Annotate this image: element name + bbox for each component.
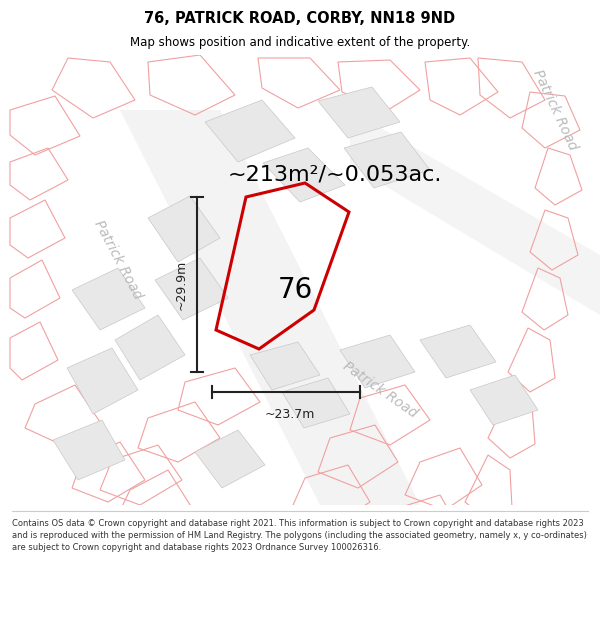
Polygon shape [250,342,320,390]
Polygon shape [195,430,265,488]
Polygon shape [148,196,220,262]
Polygon shape [340,335,415,388]
Polygon shape [72,268,145,330]
Polygon shape [155,258,228,320]
Polygon shape [344,132,430,188]
Text: 76, PATRICK ROAD, CORBY, NN18 9ND: 76, PATRICK ROAD, CORBY, NN18 9ND [145,11,455,26]
Text: Contains OS data © Crown copyright and database right 2021. This information is : Contains OS data © Crown copyright and d… [12,519,587,552]
Text: ~213m²/~0.053ac.: ~213m²/~0.053ac. [228,165,442,185]
Polygon shape [350,110,600,315]
Polygon shape [53,420,125,480]
Polygon shape [263,148,345,202]
Polygon shape [420,325,496,378]
Polygon shape [318,87,400,138]
Polygon shape [120,110,420,505]
Text: Patrick Road: Patrick Road [91,218,145,302]
Polygon shape [470,375,538,425]
Text: ~29.9m: ~29.9m [175,260,187,310]
Polygon shape [205,100,295,162]
Polygon shape [115,315,185,380]
Text: Map shows position and indicative extent of the property.: Map shows position and indicative extent… [130,36,470,49]
Text: Patrick Road: Patrick Road [530,68,580,152]
Polygon shape [282,378,350,428]
Polygon shape [67,348,138,414]
Text: 76: 76 [277,276,313,304]
Text: Patrick Road: Patrick Road [340,359,420,421]
Text: ~23.7m: ~23.7m [265,409,315,421]
